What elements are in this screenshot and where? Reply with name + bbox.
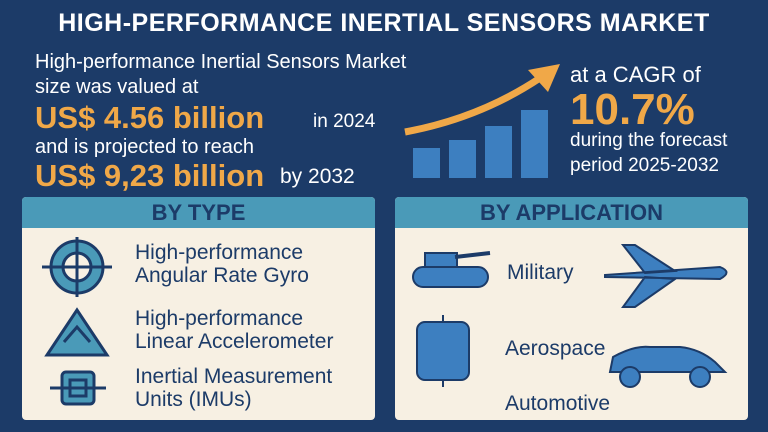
type-item: Units (IMUs): [135, 388, 252, 411]
imu-icon: [50, 370, 106, 406]
gyro-icon: [42, 237, 112, 297]
market-text: and is projected to reach: [35, 136, 255, 158]
application-item: Military: [507, 261, 574, 284]
market-text: High-performance Inertial Sensors Market: [35, 51, 407, 73]
type-item: Inertial Measurement: [135, 365, 333, 388]
application-item: Aerospace: [505, 337, 606, 360]
cagr-prefix: at a CAGR of: [570, 62, 701, 87]
type-item: Angular Rate Gyro: [135, 264, 309, 287]
accel-icon: [44, 307, 110, 357]
application-panel: BY APPLICATION Military Aerospace Automo…: [395, 197, 748, 420]
panel-heading: BY APPLICATION: [395, 197, 748, 228]
plane-icon: [604, 244, 728, 308]
market-year: by 2032: [280, 165, 355, 188]
application-icons: [412, 244, 728, 388]
cagr-text: during the forecast: [570, 130, 728, 151]
type-item: Linear Accelerometer: [135, 330, 334, 353]
car-icon: [608, 345, 728, 388]
type-panel: BY TYPE High-performance Angular Rate Gy…: [22, 197, 375, 420]
tank-icon: [412, 251, 491, 288]
title: HIGH-PERFORMANCE INERTIAL SENSORS MARKET: [58, 9, 710, 37]
application-item: Automotive: [505, 392, 611, 415]
type-icons: [42, 237, 112, 406]
cagr-text: period 2025-2032: [570, 155, 719, 176]
type-item: High-performance: [135, 241, 304, 264]
type-item: High-performance: [135, 307, 304, 330]
bar-icon: [413, 110, 548, 178]
market-text: size was valued at: [35, 76, 199, 98]
cagr-value: 10.7%: [570, 85, 695, 134]
chip-icon: [416, 315, 470, 387]
market-value: US$ 4.56 billion: [35, 100, 265, 135]
market-year: in 2024: [313, 111, 376, 132]
arrow-head: [528, 64, 560, 92]
panel-heading: BY TYPE: [22, 197, 375, 228]
market-value: US$ 9,23 billion: [35, 158, 265, 193]
arrow: [404, 75, 542, 136]
